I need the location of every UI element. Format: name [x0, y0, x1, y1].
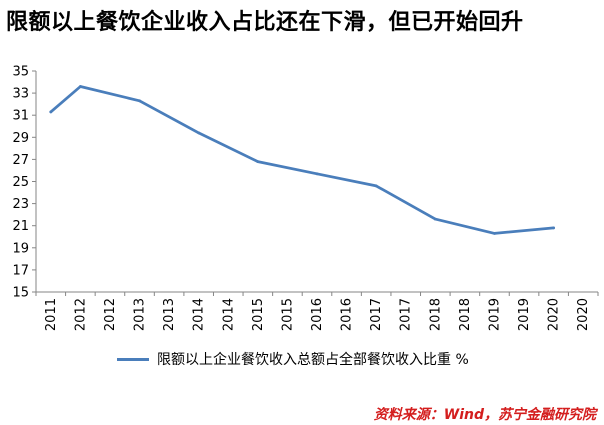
- x-tick-label: 2012: [73, 298, 88, 331]
- y-tick-label: 19: [12, 241, 29, 256]
- x-tick-label: 2014: [221, 298, 236, 331]
- x-tick-label: 2020: [576, 298, 591, 331]
- x-tick-label: 2019: [487, 298, 502, 331]
- page-title: 限额以上餐饮企业收入占比还在下滑，但已开始回升: [6, 10, 524, 35]
- y-tick-label: 15: [12, 286, 29, 301]
- legend: 限额以上企业餐饮收入总额占全部餐饮收入比重 %: [117, 350, 469, 368]
- x-tick-label: 2017: [399, 298, 414, 331]
- data-point: [552, 226, 555, 230]
- y-tick-label: 33: [12, 87, 29, 102]
- data-point: [493, 232, 496, 235]
- series-line-0: [49, 85, 555, 235]
- x-tick-label: 2013: [162, 298, 177, 331]
- y-tick-label: 31: [12, 109, 29, 124]
- x-tick-label: 2020: [547, 298, 562, 331]
- y-tick-label: 21: [12, 219, 29, 234]
- x-tick-label: 2018: [458, 298, 473, 331]
- x-tick-label: 2015: [280, 298, 295, 331]
- source-note: 资料来源：Wind，苏宁金融研究院: [373, 407, 596, 423]
- data-point: [49, 110, 53, 114]
- data-point: [138, 99, 141, 103]
- data-point: [256, 160, 260, 164]
- y-tick-label: 17: [12, 263, 29, 278]
- y-tick-label: 27: [12, 153, 29, 168]
- x-tick-label: 2011: [44, 298, 59, 331]
- data-point: [374, 184, 378, 188]
- data-point: [197, 131, 201, 135]
- x-tick-label: 2015: [251, 298, 266, 331]
- x-tick-label: 2013: [133, 298, 148, 331]
- y-tick-label: 23: [12, 197, 29, 212]
- series-group: [49, 85, 555, 235]
- x-tick-label: 2016: [340, 298, 355, 331]
- legend-label: 限额以上企业餐饮收入总额占全部餐饮收入比重 %: [157, 352, 469, 368]
- x-axis: 2011 2012 2012 2013 2013 2014 2014 2015 2015 2016…: [35, 291, 599, 331]
- x-tick-label: 2018: [428, 298, 443, 331]
- y-tick-label: 29: [12, 131, 29, 146]
- x-tick-label: 2014: [192, 298, 207, 331]
- x-tick-label: 2017: [369, 298, 384, 331]
- data-point: [79, 85, 82, 88]
- data-point: [315, 172, 319, 176]
- x-tick-label: 2019: [517, 298, 532, 331]
- y-tick-label: 35: [12, 65, 29, 80]
- y-axis: 15 17 19 21 23 25 27 29 31 33 35: [12, 65, 37, 301]
- y-tick-label: 25: [12, 175, 29, 190]
- data-point: [433, 217, 437, 221]
- legend-swatch: [117, 357, 149, 361]
- x-tick-label: 2012: [103, 298, 118, 331]
- x-tick-label: 2016: [310, 298, 325, 331]
